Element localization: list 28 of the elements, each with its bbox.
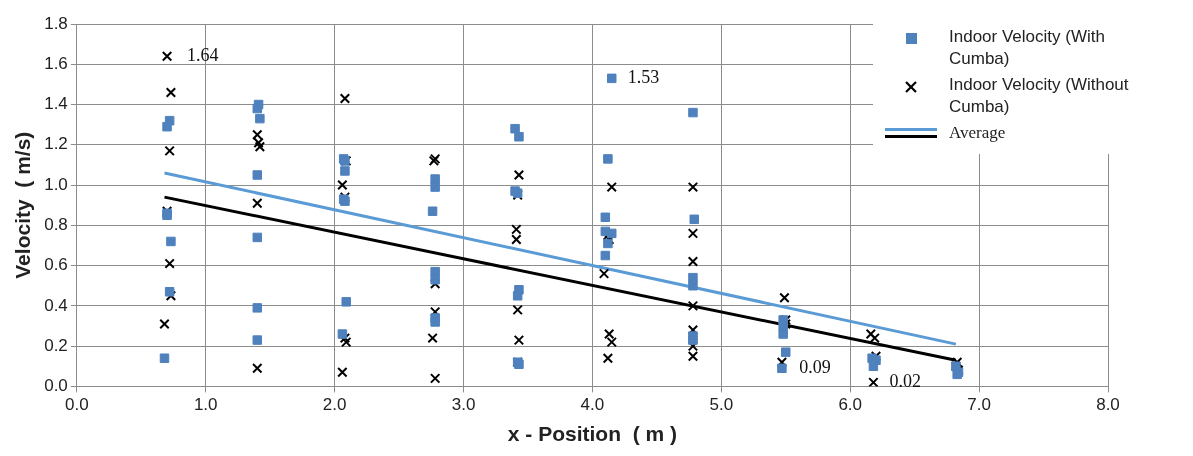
x-tick-label: 4.0 [580, 395, 605, 415]
annotation: 1.53 [627, 67, 660, 88]
x-axis-title: x - Position ( m ) [507, 422, 677, 446]
y-tick-label: 0.6 [44, 255, 68, 275]
x-tick-label: 3.0 [451, 395, 476, 415]
x-tick-label: 1.0 [193, 395, 218, 415]
y-tick-label: 1.8 [44, 13, 68, 33]
y-tick-label: 0.2 [44, 335, 68, 355]
y-tick-label: 1.2 [44, 134, 68, 154]
legend-label: Indoor Velocity (With Cumba) [949, 26, 1106, 70]
y-tick-label: 0.4 [44, 295, 68, 315]
annotation: 0.09 [799, 357, 831, 378]
y-tick-label: 1.0 [44, 174, 68, 194]
x-tick-label: 5.0 [709, 395, 734, 415]
x-tick-label: 6.0 [838, 395, 863, 415]
y-tick-label: 0.0 [44, 376, 68, 396]
x-tick-label: 8.0 [1096, 395, 1120, 415]
legend-label: Indoor Velocity (Without Cumba) [949, 74, 1130, 118]
annotation: 0.02 [889, 371, 921, 392]
y-axis-title: Velocity ( m/s) [11, 131, 35, 279]
x-tick-label: 0.0 [65, 395, 89, 415]
y-tick-label: 0.8 [44, 215, 68, 235]
y-tick-label: 1.4 [44, 94, 68, 114]
x-tick-label: 7.0 [967, 395, 991, 415]
y-tick-label: 1.6 [44, 53, 68, 73]
legend-label: Average [949, 122, 1006, 144]
x-tick-label: 2.0 [322, 395, 347, 415]
annotation: 1.64 [186, 44, 219, 65]
